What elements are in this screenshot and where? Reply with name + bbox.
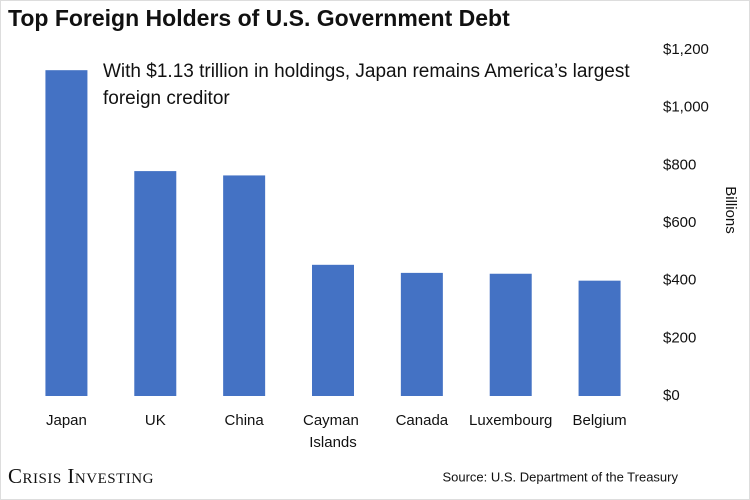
y-axis-label: Billions <box>722 186 739 234</box>
y-tick-label: $1,000 <box>663 99 709 116</box>
x-tick-label: UK <box>145 412 166 429</box>
y-tick-label: $0 <box>663 387 680 404</box>
x-tick-label: Japan <box>46 412 87 429</box>
bar <box>578 280 621 396</box>
bar <box>45 70 88 396</box>
bar <box>400 272 443 396</box>
x-tick-label: Belgium <box>572 412 626 429</box>
y-tick-label: $1,200 <box>663 41 709 58</box>
y-tick-label: $400 <box>663 272 696 289</box>
bar <box>134 171 177 396</box>
bar <box>223 175 266 396</box>
bar <box>489 273 532 396</box>
logo: Crisis Investing <box>8 464 154 488</box>
x-tick-label: Luxembourg <box>469 412 552 429</box>
source: Source: U.S. Department of the Treasury <box>442 469 678 484</box>
y-tick-label: $200 <box>663 329 696 346</box>
y-tick-label: $600 <box>663 214 696 231</box>
x-tick-label: Canada <box>396 412 449 429</box>
bar <box>312 264 354 396</box>
annotation: With $1.13 trillion in holdings, Japan r… <box>103 61 630 109</box>
x-tick-label: Cayman Islands <box>303 412 363 451</box>
x-tick-label: China <box>225 412 265 429</box>
chart-title: Top Foreign Holders of U.S. Government D… <box>8 5 510 31</box>
y-tick-label: $800 <box>663 156 696 173</box>
